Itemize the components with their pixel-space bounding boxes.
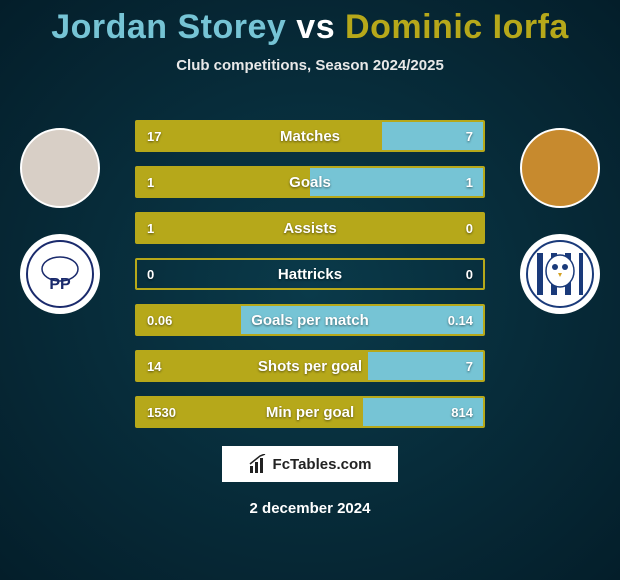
stat-row: 147Shots per goal xyxy=(135,350,485,382)
footer-logo-text: FcTables.com xyxy=(273,456,372,473)
stat-label: Min per goal xyxy=(137,398,483,426)
player1-crest: PP xyxy=(20,234,100,314)
player2-crest xyxy=(520,234,600,314)
stat-label: Matches xyxy=(137,122,483,150)
fctables-logo-icon xyxy=(249,454,269,474)
player1-name: Jordan Storey xyxy=(51,8,286,46)
comparison-title: Jordan Storey vs Dominic Iorfa xyxy=(0,0,620,47)
stat-row: 1530814Min per goal xyxy=(135,396,485,428)
stat-label: Goals xyxy=(137,168,483,196)
stats-container: 177Matches 11Goals 10Assists 00Hattricks 0.0… xyxy=(135,120,485,428)
player2-name: Dominic Iorfa xyxy=(345,8,569,46)
stat-label: Assists xyxy=(137,214,483,242)
stat-label: Goals per match xyxy=(137,306,483,334)
player2-column xyxy=(510,128,610,314)
stat-row: 0.060.14Goals per match xyxy=(135,304,485,336)
stat-label: Shots per goal xyxy=(137,352,483,380)
player1-column: PP xyxy=(10,128,110,314)
player2-avatar xyxy=(520,128,600,208)
preston-crest-icon: PP xyxy=(25,239,95,309)
footer-logo: FcTables.com xyxy=(222,446,398,482)
sheffield-wednesday-crest-icon xyxy=(525,239,595,309)
footer-date: 2 december 2024 xyxy=(0,500,620,517)
player1-avatar xyxy=(20,128,100,208)
stat-label: Hattricks xyxy=(137,260,483,288)
stat-row: 10Assists xyxy=(135,212,485,244)
vs-text: vs xyxy=(296,8,345,46)
subtitle: Club competitions, Season 2024/2025 xyxy=(0,57,620,74)
stat-row: 11Goals xyxy=(135,166,485,198)
svg-text:PP: PP xyxy=(49,276,71,293)
stat-row: 00Hattricks xyxy=(135,258,485,290)
stat-row: 177Matches xyxy=(135,120,485,152)
